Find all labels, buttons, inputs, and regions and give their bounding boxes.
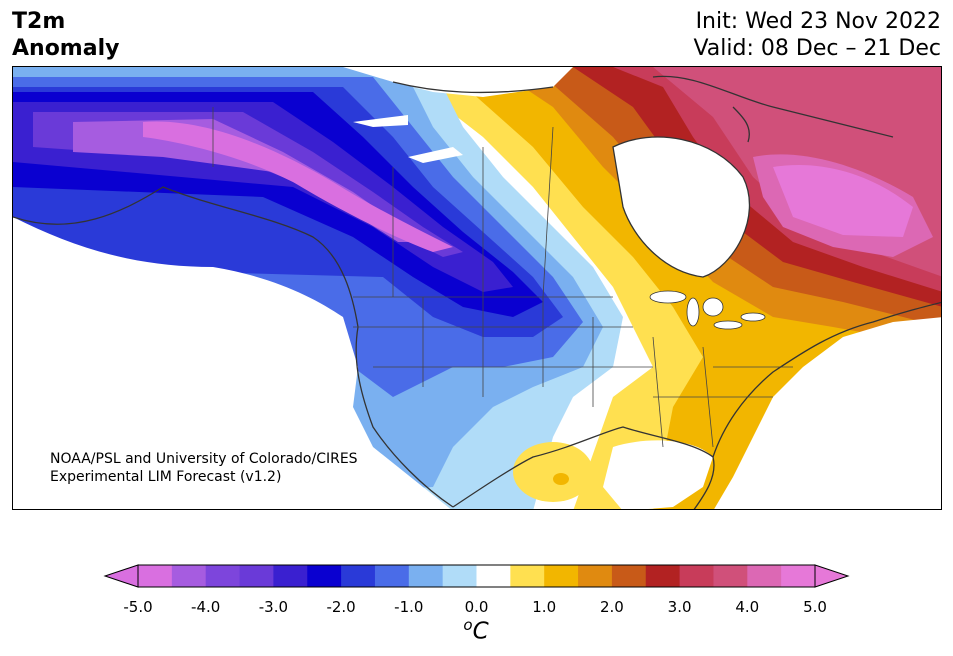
credit-line-2: Experimental LIM Forecast (v1.2): [50, 469, 282, 485]
forecast-dates: Init: Wed 23 Nov 2022 Valid: 08 Dec – 21…: [693, 8, 941, 62]
colorbar-bar: [103, 564, 850, 588]
colorbar-tick-label: 0.0: [464, 598, 489, 616]
hudson-bay: [613, 137, 750, 277]
map-title: T2m Anomaly: [12, 8, 119, 62]
colorbar-swatch: [273, 565, 308, 587]
colorbar-border: [137, 564, 816, 588]
colorbar-swatch: [679, 565, 714, 587]
colorbar-swatch: [138, 565, 173, 587]
colorbar-swatch: [442, 565, 477, 587]
atlantic-ocean: [714, 317, 941, 509]
colorbar-swatch: [239, 565, 274, 587]
unit-label: oC: [463, 616, 489, 645]
colorbar-tick-label: 3.0: [667, 598, 692, 616]
colorbar-swatch: [578, 565, 613, 587]
map-credit: NOAA/PSL and University of Colorado/CIRE…: [50, 450, 358, 486]
political-borders: [212, 107, 793, 448]
colorbar-tick-label: -4.0: [191, 598, 221, 616]
colorbar-swatch: [408, 565, 444, 587]
colorbar-tick-label: 1.0: [532, 598, 557, 616]
great-lakes: [649, 290, 766, 330]
colorbar-swatch: [374, 565, 410, 587]
colorbar-max-arrow: [814, 564, 850, 588]
anomaly-map: NOAA/PSL and University of Colorado/CIRE…: [12, 66, 942, 510]
band-cold-orchid: [143, 121, 453, 252]
colorbar-tick-label: 4.0: [735, 598, 760, 616]
colorbar-tick-label: -1.0: [394, 598, 424, 616]
colorbar-tick-label: -2.0: [326, 598, 356, 616]
colorbar: -5.0 -4.0 -3.0 -2.0 -1.0 0.0 1.0 2.0 3.0 4.0 5.0 o…: [0, 560, 953, 656]
title-line-1: T2m: [12, 9, 66, 34]
title-line-2: Anomaly: [12, 36, 120, 61]
colorbar-swatch: [781, 565, 816, 587]
credit-line-1: NOAA/PSL and University of Colorado/CIRE…: [50, 451, 358, 467]
init-date: Init: Wed 23 Nov 2022: [695, 9, 941, 34]
arctic-ocean: [343, 67, 573, 97]
coastlines: [13, 75, 941, 509]
colorbar-swatch: [611, 565, 647, 587]
colorbar-swatch: [544, 565, 579, 587]
band-warm-magenta: [773, 164, 913, 237]
colorbar-tick-label: -3.0: [258, 598, 289, 616]
gulf-of-mexico: [603, 440, 713, 509]
map-canvas: NOAA/PSL and University of Colorado/CIRE…: [13, 67, 941, 509]
colorbar-swatch: [747, 565, 782, 587]
pacific-ocean: [13, 217, 451, 509]
colorbar-swatch: [713, 565, 748, 587]
prairie-lakes: [353, 115, 463, 163]
colorbar-swatch: [205, 565, 241, 587]
colorbar-swatch: [341, 565, 376, 587]
colorbar-swatch: [307, 565, 342, 587]
colorbar-tick-label: -5.0: [123, 598, 153, 616]
colorbar-tick-label: 5.0: [803, 598, 827, 616]
colorbar-swatch: [476, 565, 511, 587]
colorbar-swatch: [510, 565, 545, 587]
valid-date: Valid: 08 Dec – 21 Dec: [693, 36, 941, 61]
colorbar-swatch: [645, 565, 681, 587]
colorbar-swatch: [171, 565, 207, 587]
colorbar-min-arrow: [103, 564, 139, 588]
band-cold-purple: [73, 119, 423, 242]
gulf-warm-core: [553, 473, 569, 485]
colorbar-tick-label: 2.0: [599, 598, 624, 616]
